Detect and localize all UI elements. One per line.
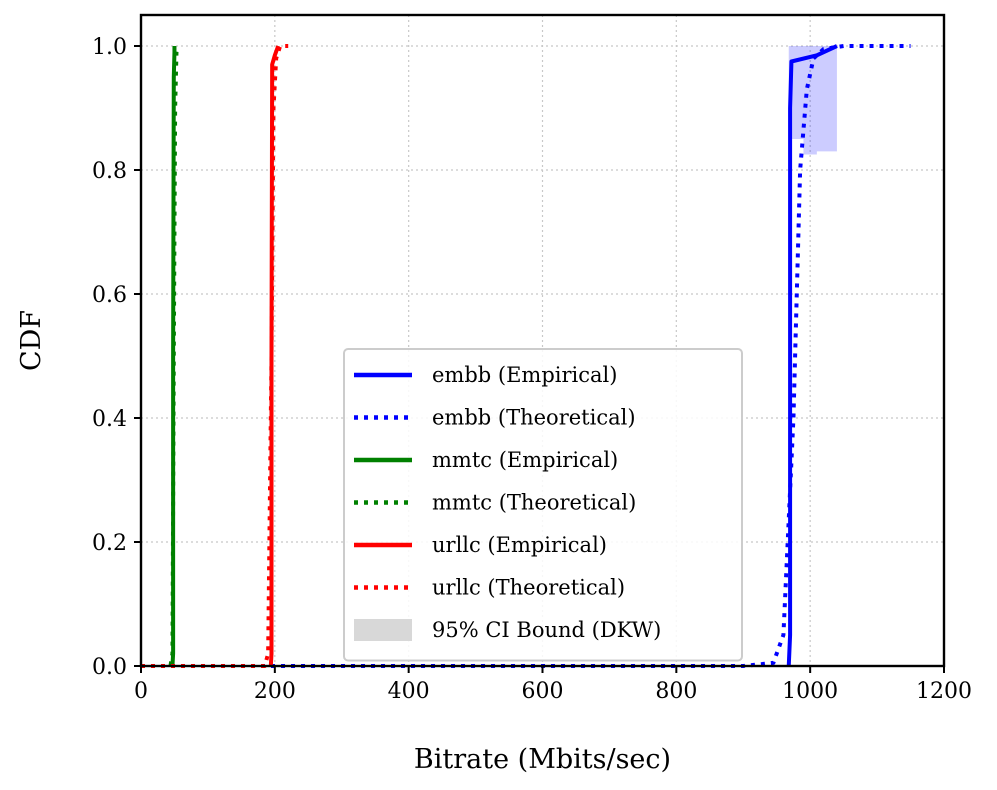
x-tick-label: 200 [254, 679, 296, 704]
legend-label-embb-empirical: embb (Empirical) [432, 363, 617, 387]
series-layer [141, 44, 911, 668]
ci-band-layer [788, 46, 837, 155]
legend-box [343, 348, 743, 662]
legend-label-urllc-empirical: urllc (Empirical) [432, 533, 607, 557]
x-tick-label: 1000 [782, 679, 838, 704]
series-line-embb-theoretical [141, 44, 911, 668]
x-tick-label: 400 [388, 679, 430, 704]
y-axis-label: CDF [16, 310, 47, 371]
y-tick-label: 0.8 [92, 159, 127, 184]
x-tick-label: 0 [134, 679, 148, 704]
series-line-mmtc-theoretical [141, 45, 180, 668]
x-axis-label: Bitrate (Mbits/sec) [414, 744, 671, 775]
series-line-urllc-theoretical [141, 44, 289, 668]
legend: embb (Empirical) embb (Theoretical) mmtc (… [343, 348, 743, 662]
legend-label-urllc-theoretical: urllc (Theoretical) [432, 576, 625, 600]
x-tick-label: 1200 [916, 679, 972, 704]
legend-label-mmtc-empirical: mmtc (Empirical) [432, 448, 618, 472]
y-tick-label: 0.6 [92, 283, 127, 308]
series-line-embb-empirical [786, 44, 838, 667]
ci-band-embb-empirical [788, 46, 837, 155]
y-tick-label: 1.0 [92, 35, 127, 60]
legend-swatch-95-ci-bound-dkw [354, 619, 412, 641]
y-tick-label: 0.2 [92, 531, 127, 556]
x-tick-label: 800 [655, 679, 697, 704]
series-line-urllc-empirical [268, 45, 281, 667]
y-tick-label: 0.0 [92, 655, 127, 680]
legend-label-embb-theoretical: embb (Theoretical) [432, 406, 636, 430]
y-tick-label: 0.4 [92, 407, 127, 432]
legend-label-mmtc-theoretical: mmtc (Theoretical) [432, 491, 636, 515]
axis-ticks: 0 200 400 600 800 1000 1200 0.0 0.2 0.4 0.6 0.8 1.0 [92, 35, 972, 704]
x-tick-label: 600 [522, 679, 564, 704]
legend-label-95-ci-bound-dkw: 95% CI Bound (DKW) [432, 618, 661, 642]
